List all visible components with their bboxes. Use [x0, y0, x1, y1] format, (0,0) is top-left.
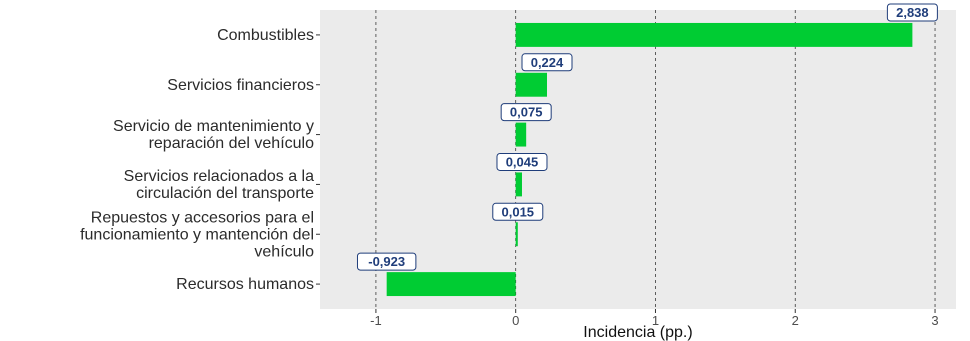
- x-tick-label: -1: [370, 313, 382, 328]
- category-label-line: Recursos humanos: [176, 276, 314, 293]
- data-label-box: [500, 103, 552, 122]
- x-tick-label: 3: [931, 313, 938, 328]
- plot-panel: [320, 10, 956, 309]
- bar: [515, 122, 527, 147]
- data-label-box: [521, 53, 573, 72]
- grid-lines: [375, 10, 936, 309]
- bar: [515, 22, 913, 47]
- category-label-line: Combustibles: [217, 27, 314, 44]
- category-label-line: reparación del vehículo: [149, 135, 315, 152]
- x-tick-label: 2: [792, 313, 799, 328]
- data-label-box: [496, 152, 548, 171]
- data-labels: 2,838 0,224 0,075 0,045 0,015 -0,923: [356, 3, 938, 271]
- category-label: Servicios financieros: [167, 77, 314, 94]
- category-label-line: Servicio de mantenimiento y: [113, 118, 314, 135]
- data-label-text: 0,015: [502, 204, 535, 219]
- category-label: Combustibles: [217, 27, 314, 44]
- data-label-box: [886, 3, 938, 22]
- data-label: -0,923: [356, 252, 417, 271]
- data-label: 0,045: [496, 152, 548, 171]
- category-label-line: Servicios relacionados a la: [124, 168, 314, 185]
- category-label-line: vehículo: [254, 243, 314, 260]
- data-label-text: 2,838: [896, 5, 929, 20]
- data-label-text: 0,075: [510, 105, 543, 120]
- bar: [515, 222, 518, 247]
- data-label: 0,075: [500, 103, 552, 122]
- data-label-text: 0,045: [506, 154, 539, 169]
- category-label: Servicio de mantenimiento y reparación de…: [113, 118, 314, 152]
- category-label-line: Repuestos y accesorios para el: [91, 209, 314, 226]
- data-label-text: 0,224: [531, 55, 564, 70]
- data-label: 0,224: [521, 53, 573, 72]
- data-label: 2,838: [886, 3, 938, 22]
- category-label: Recursos humanos: [176, 276, 314, 293]
- category-label-line: Servicios financieros: [167, 77, 314, 94]
- x-axis-ticks: -1 0 1 2 3: [370, 309, 939, 328]
- data-label-box: [492, 202, 544, 221]
- x-tick-label: 1: [652, 313, 659, 328]
- data-label: 0,015: [492, 202, 544, 221]
- bars: [386, 22, 913, 297]
- x-axis-title: Incidencia (pp.): [583, 324, 692, 341]
- category-labels: Combustibles Servicios financieros Servici…: [80, 27, 320, 293]
- data-label-text: -0,923: [368, 254, 405, 269]
- category-label-line: circulación del transporte: [136, 185, 314, 202]
- category-label: Servicios relacionados a la circulación d…: [124, 168, 314, 202]
- x-tick-label: 0: [512, 313, 519, 328]
- data-label-box: [356, 252, 417, 271]
- bar: [515, 172, 522, 197]
- category-label-line: funcionamiento y mantención del: [80, 226, 314, 243]
- bar: [386, 272, 516, 297]
- bar: [515, 72, 548, 97]
- category-label: Repuestos y accesorios para el funcionami…: [80, 209, 314, 260]
